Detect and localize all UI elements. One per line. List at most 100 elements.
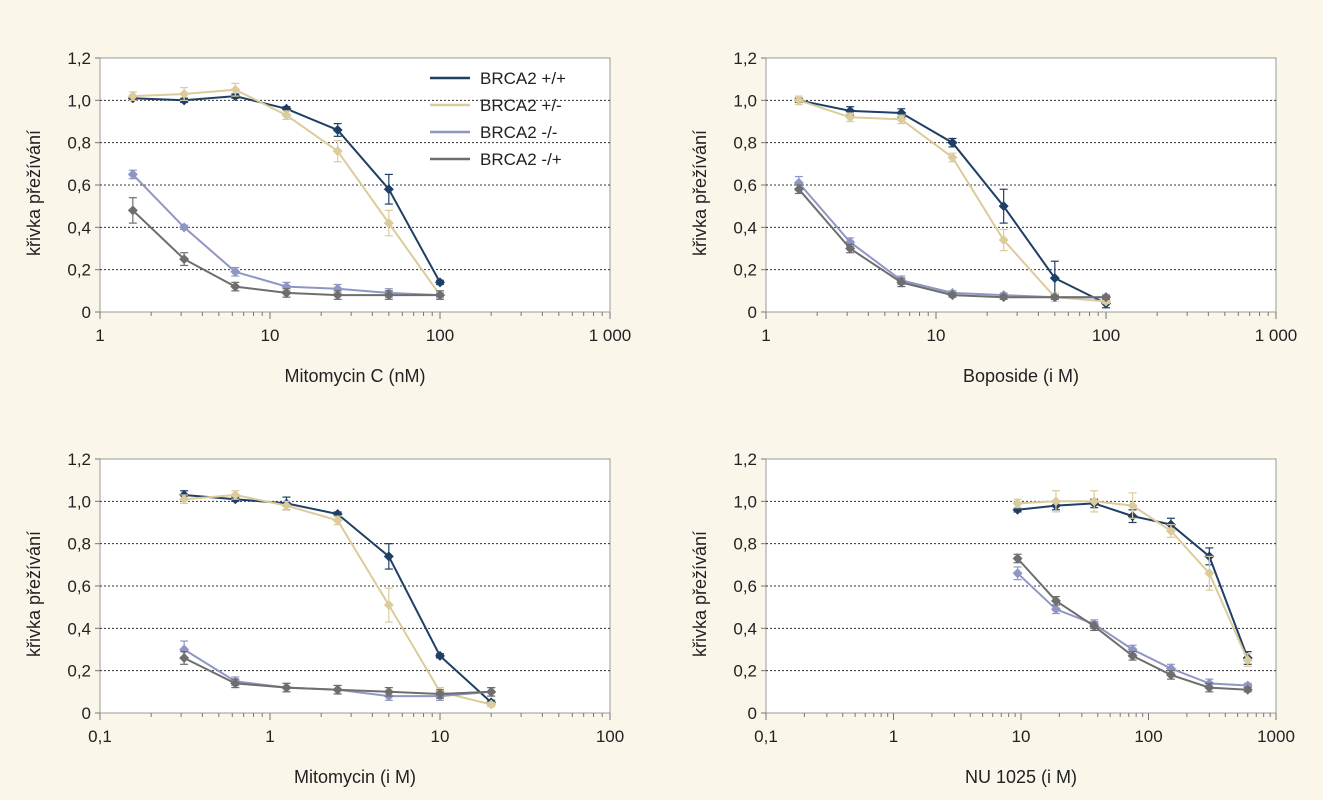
y-tick-label: 1,2 xyxy=(733,450,757,469)
x-tick-label: 1 xyxy=(95,326,104,345)
data-point xyxy=(793,184,804,195)
chart-4: 0 0,2 0,4 0,6 0,8 1,0 1,2 0,1 1 10 100 1000 NU 1025 … xyxy=(690,450,1295,787)
series-brca2- xyxy=(179,651,497,699)
data-point xyxy=(1127,650,1138,661)
data-point xyxy=(1050,595,1061,606)
data-point xyxy=(332,290,343,301)
data-point xyxy=(435,688,445,699)
legend-label: BRCA2 -/+ xyxy=(480,150,562,169)
series-brca2- xyxy=(127,197,445,301)
x-tick-label: 10 xyxy=(1012,727,1031,746)
data-point xyxy=(845,243,856,254)
data-point xyxy=(1012,568,1023,579)
data-point xyxy=(383,290,394,301)
data-point xyxy=(845,112,856,123)
x-tick-label: 100 xyxy=(1134,727,1162,746)
y-tick-label: 0,2 xyxy=(733,261,757,280)
x-tick-label: 0,1 xyxy=(88,727,112,746)
x-tick-label: 10 xyxy=(261,326,280,345)
y-tick-label: 1,2 xyxy=(67,49,91,68)
x-tick-label: 1 000 xyxy=(1255,326,1298,345)
data-point xyxy=(281,500,292,511)
y-tick-label: 0,4 xyxy=(733,619,757,638)
data-point xyxy=(332,146,343,157)
x-axis-title: NU 1025 (i M) xyxy=(965,767,1077,787)
data-point xyxy=(383,686,394,697)
y-tick-label: 0,2 xyxy=(67,261,91,280)
y-tick-label: 0,6 xyxy=(733,176,757,195)
data-point xyxy=(332,515,343,526)
x-tick-label: 10 xyxy=(431,727,450,746)
x-tick-label: 0,1 xyxy=(754,727,778,746)
chart-2: 0 0,2 0,4 0,6 0,8 1,0 1,2 1 10 100 1 000 Boposide (… xyxy=(690,49,1297,386)
y-tick-label: 0 xyxy=(748,303,757,322)
data-point xyxy=(1127,500,1138,511)
data-point xyxy=(1049,292,1060,303)
data-point xyxy=(230,678,241,689)
y-tick-label: 0,6 xyxy=(67,176,91,195)
data-point xyxy=(1012,498,1023,509)
data-point xyxy=(383,551,394,562)
data-point xyxy=(230,266,241,277)
y-tick-label: 0,8 xyxy=(733,535,757,554)
y-tick-label: 1,0 xyxy=(67,91,91,110)
data-point xyxy=(486,699,497,710)
y-axis-title: křivka přežívání xyxy=(690,531,710,657)
data-point xyxy=(998,292,1009,303)
x-tick-label: 1000 xyxy=(1257,727,1295,746)
data-point xyxy=(1012,553,1023,564)
y-tick-label: 0,2 xyxy=(733,662,757,681)
x-tick-label: 100 xyxy=(596,727,624,746)
series-brca2- xyxy=(1012,553,1253,695)
data-point xyxy=(179,254,190,265)
data-point xyxy=(127,205,138,216)
y-axis-title: křivka přežívání xyxy=(24,130,44,256)
x-axis-title: Boposide (i M) xyxy=(963,366,1079,386)
data-point xyxy=(127,169,138,180)
data-point xyxy=(332,124,343,135)
y-tick-label: 1,2 xyxy=(67,450,91,469)
x-tick-label: 100 xyxy=(426,326,454,345)
data-point xyxy=(435,290,445,301)
y-tick-label: 0 xyxy=(748,704,757,723)
data-point xyxy=(230,84,241,95)
data-point xyxy=(179,222,190,233)
legend-label: BRCA2 +/+ xyxy=(480,69,566,88)
data-point xyxy=(1101,292,1111,303)
y-tick-label: 0,6 xyxy=(67,577,91,596)
x-axis-title: Mitomycin (i M) xyxy=(294,767,416,787)
series-brca2- xyxy=(793,184,1111,303)
data-point xyxy=(281,287,292,298)
y-tick-label: 0 xyxy=(82,303,91,322)
data-point xyxy=(998,235,1009,246)
data-point xyxy=(1242,655,1253,666)
data-point xyxy=(179,652,190,663)
data-point xyxy=(1165,669,1176,680)
data-point xyxy=(383,600,394,611)
x-tick-label: 1 000 xyxy=(589,326,632,345)
data-point xyxy=(998,201,1009,212)
chart-3: 0 0,2 0,4 0,6 0,8 1,0 1,2 0,1 1 10 100 Mitomycin (i… xyxy=(24,450,624,787)
data-point xyxy=(896,277,907,288)
y-tick-label: 0,4 xyxy=(67,218,91,237)
data-point xyxy=(383,184,394,195)
data-point xyxy=(127,91,138,102)
y-tick-label: 0,6 xyxy=(733,577,757,596)
data-point xyxy=(1089,621,1100,632)
y-tick-label: 0 xyxy=(82,704,91,723)
data-point xyxy=(435,650,445,661)
data-point xyxy=(486,686,497,697)
data-point xyxy=(1204,682,1215,693)
series-brca2- xyxy=(1012,490,1253,668)
y-tick-label: 0,4 xyxy=(67,619,91,638)
data-point xyxy=(281,110,292,121)
data-point xyxy=(383,218,394,229)
y-tick-label: 0,8 xyxy=(67,134,91,153)
y-tick-label: 0,8 xyxy=(67,535,91,554)
x-tick-label: 1 xyxy=(265,727,274,746)
data-point xyxy=(793,95,804,106)
y-tick-label: 1,0 xyxy=(67,492,91,511)
y-tick-label: 1,0 xyxy=(733,492,757,511)
x-axis-title: Mitomycin C (nM) xyxy=(284,366,425,386)
